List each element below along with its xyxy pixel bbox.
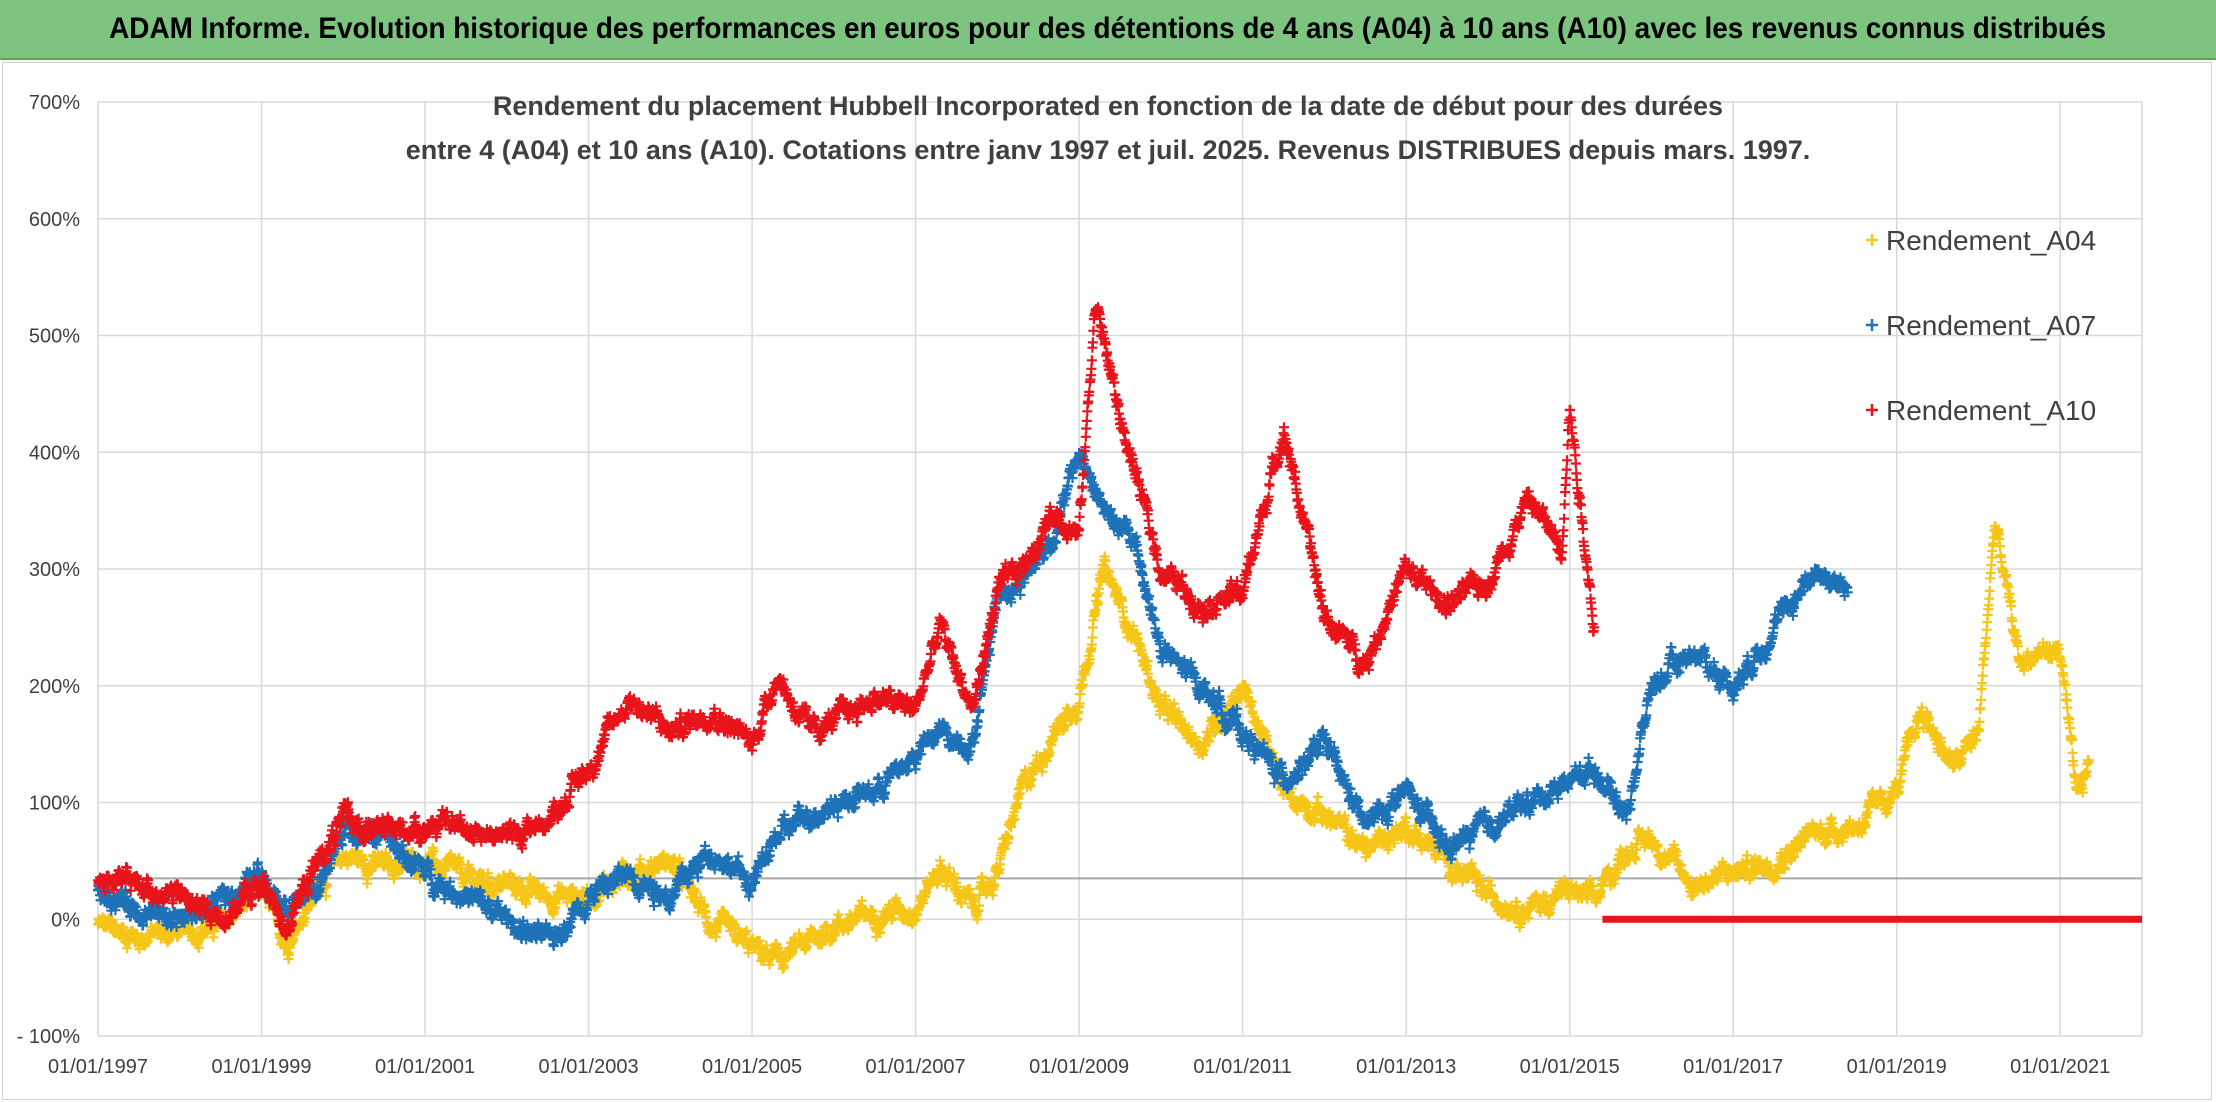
rendement-a04-point <box>321 880 332 891</box>
rendement-a04-point <box>1977 670 1988 681</box>
rendement-a04-point <box>1975 703 1986 714</box>
grid-lines <box>97 101 2143 1037</box>
series-rendement-a04 <box>93 521 2094 974</box>
rendement-a04-point <box>1984 585 1995 596</box>
rendement-a04-point <box>1087 632 1098 643</box>
rendement-a04-point <box>362 878 373 889</box>
rendement-a04-point <box>635 854 646 865</box>
chart-frame <box>2 62 2212 1100</box>
banner-title: ADAM Informe. Evolution historique des p… <box>109 12 2107 45</box>
rendement-a04-point <box>428 846 439 857</box>
rendement-a04-point <box>1976 694 1986 705</box>
rendement-a04-point <box>2062 702 2073 713</box>
data-points <box>93 302 2142 974</box>
rendement-a04-point <box>1312 791 1323 802</box>
page-banner: ADAM Informe. Evolution historique des p… <box>0 0 2216 60</box>
